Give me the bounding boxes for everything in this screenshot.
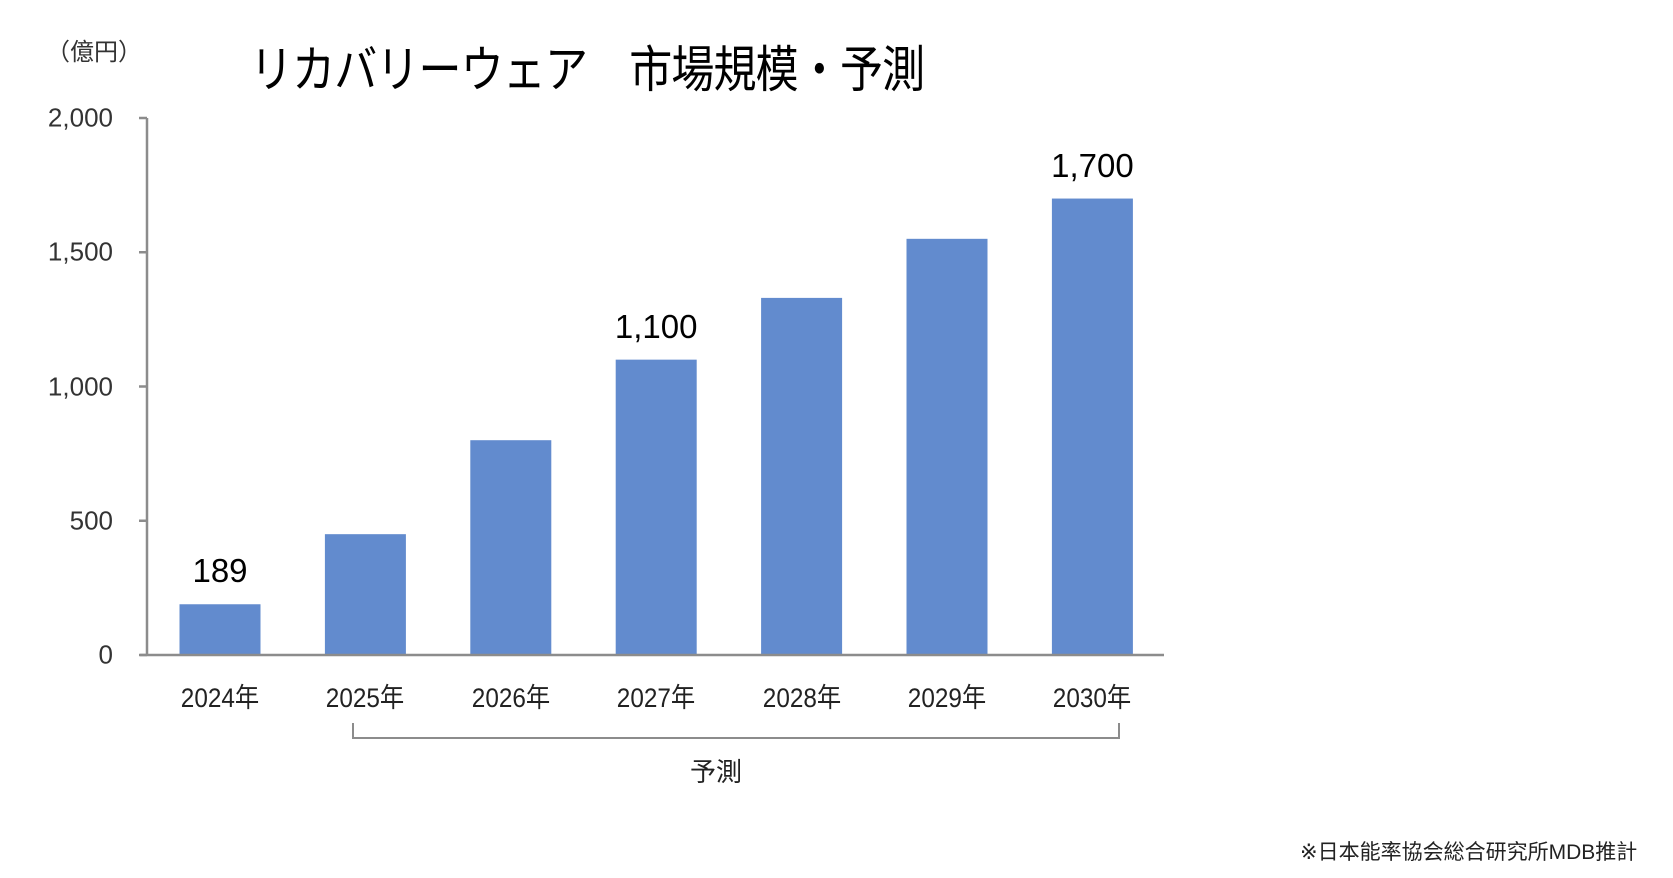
x-tick-label: 2025年 <box>326 683 405 713</box>
bar-2027年 <box>615 359 697 655</box>
bar-2028年 <box>761 297 843 655</box>
data-label: 1,700 <box>1051 146 1134 184</box>
x-tick-label: 2030年 <box>1053 683 1132 713</box>
y-tick-label: 2,000 <box>47 102 113 133</box>
y-tick-label: 500 <box>69 505 113 536</box>
bar-2026年 <box>470 440 552 655</box>
x-tick-label: 2024年 <box>180 683 260 713</box>
y-axis-unit-label: （億円） <box>46 39 142 66</box>
y-tick-label: 1,500 <box>47 236 113 267</box>
data-label: 1,100 <box>614 307 698 345</box>
bar-2030年 <box>1051 198 1133 656</box>
forecast-label: 予測 <box>690 757 743 787</box>
forecast-bracket <box>352 723 1120 739</box>
x-tick-label: 2027年 <box>616 683 696 713</box>
x-tick-label: 2026年 <box>471 683 550 713</box>
chart-title: リカバリーウェア 市場規模・予測 <box>250 42 925 98</box>
y-tick-label: 0 <box>98 639 113 670</box>
data-label: 189 <box>192 552 248 590</box>
source-note: ※日本能率協会総合研究所MDB推計 <box>1300 841 1638 864</box>
bar-2029年 <box>906 238 988 655</box>
y-ticks <box>139 116 147 657</box>
bars-group <box>179 198 1133 656</box>
y-tick-label: 1,000 <box>47 371 113 401</box>
x-tick-label: 2029年 <box>907 683 987 713</box>
bar-2024年 <box>179 604 261 655</box>
bar-2025年 <box>324 534 406 655</box>
x-tick-label: 2028年 <box>762 683 841 713</box>
